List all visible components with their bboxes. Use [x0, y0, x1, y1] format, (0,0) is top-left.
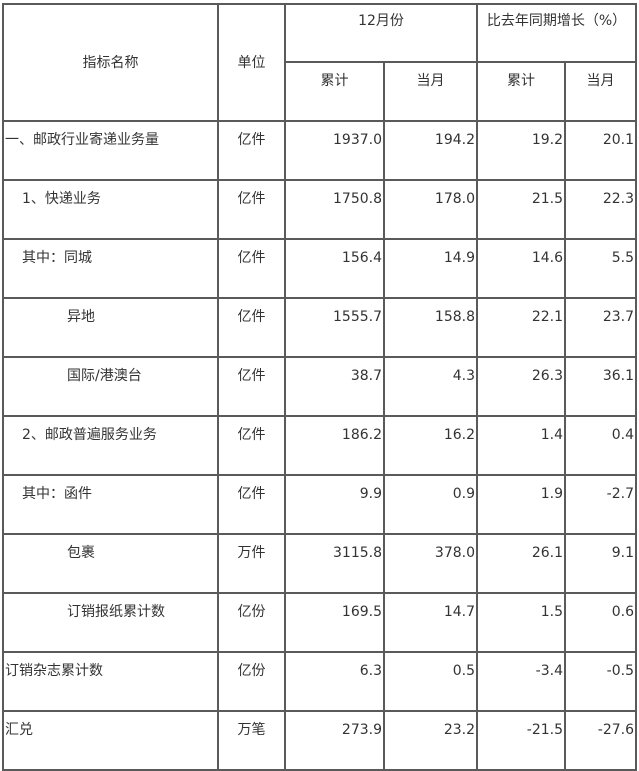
cumulative-cell: 273.9: [284, 710, 385, 771]
cumulative-cell: 169.5: [284, 592, 385, 653]
cumulative-cell: 38.7: [284, 356, 385, 417]
header-growth-current-month: 当月: [564, 61, 637, 122]
growth-current-month-cell: 0.4: [564, 415, 637, 476]
growth-cumulative-cell: -21.5: [476, 710, 566, 771]
cumulative-cell: 3115.8: [284, 533, 385, 594]
unit-cell: 亿件: [217, 356, 286, 417]
indicator-name-cell: 2、邮政普遍服务业务: [2, 415, 219, 476]
cumulative-cell: 1750.8: [284, 179, 385, 240]
header-current-month: 当月: [383, 61, 478, 122]
table-row: 汇兑 万笔 273.9 23.2 -21.5 -27.6: [2, 710, 637, 771]
cumulative-cell: 1937.0: [284, 120, 385, 181]
unit-cell: 万笔: [217, 710, 286, 771]
table-row: 订销报纸累计数 亿份 169.5 14.7 1.5 0.6: [2, 592, 637, 653]
table-row: 一、邮政行业寄递业务量 亿件 1937.0 194.2 19.2 20.1: [2, 120, 637, 181]
current-month-cell: 14.7: [383, 592, 478, 653]
indicator-name-cell: 汇兑: [2, 710, 219, 771]
current-month-cell: 378.0: [383, 533, 478, 594]
growth-cumulative-cell: 22.1: [476, 297, 566, 358]
cumulative-cell: 156.4: [284, 238, 385, 299]
postal-statistics-table: 指标名称 单位 12月份 比去年同期增长（%） 累计 当月 累计 当月 一、邮政…: [2, 3, 637, 771]
cumulative-cell: 6.3: [284, 651, 385, 712]
growth-current-month-cell: 5.5: [564, 238, 637, 299]
unit-cell: 亿件: [217, 120, 286, 181]
unit-cell: 亿件: [217, 297, 286, 358]
growth-cumulative-cell: 26.3: [476, 356, 566, 417]
indicator-name-cell: 其中：函件: [2, 474, 219, 535]
indicator-name-cell: 国际/港澳台: [2, 356, 219, 417]
unit-cell: 亿件: [217, 238, 286, 299]
table-row: 订销杂志累计数 亿份 6.3 0.5 -3.4 -0.5: [2, 651, 637, 712]
growth-current-month-cell: 9.1: [564, 533, 637, 594]
indicator-name-cell: 订销报纸累计数: [2, 592, 219, 653]
unit-cell: 万件: [217, 533, 286, 594]
table-row: 包裹 万件 3115.8 378.0 26.1 9.1: [2, 533, 637, 594]
growth-cumulative-cell: 26.1: [476, 533, 566, 594]
table-row: 2、邮政普遍服务业务 亿件 186.2 16.2 1.4 0.4: [2, 415, 637, 476]
unit-cell: 亿份: [217, 651, 286, 712]
current-month-cell: 23.2: [383, 710, 478, 771]
growth-current-month-cell: -0.5: [564, 651, 637, 712]
table-row: 国际/港澳台 亿件 38.7 4.3 26.3 36.1: [2, 356, 637, 417]
indicator-name-cell: 1、快递业务: [2, 179, 219, 240]
growth-current-month-cell: 36.1: [564, 356, 637, 417]
cumulative-cell: 186.2: [284, 415, 385, 476]
unit-cell: 亿件: [217, 415, 286, 476]
header-indicator-name: 指标名称: [2, 3, 219, 122]
indicator-name-cell: 其中：同城: [2, 238, 219, 299]
indicator-name-cell: 订销杂志累计数: [2, 651, 219, 712]
growth-current-month-cell: 20.1: [564, 120, 637, 181]
current-month-cell: 158.8: [383, 297, 478, 358]
table-row: 1、快递业务 亿件 1750.8 178.0 21.5 22.3: [2, 179, 637, 240]
table-row: 其中：函件 亿件 9.9 0.9 1.9 -2.7: [2, 474, 637, 535]
growth-cumulative-cell: 1.5: [476, 592, 566, 653]
header-unit: 单位: [217, 3, 286, 122]
current-month-cell: 0.9: [383, 474, 478, 535]
table-body: 一、邮政行业寄递业务量 亿件 1937.0 194.2 19.2 20.1 1、快递业务 亿件…: [2, 120, 637, 771]
unit-cell: 亿份: [217, 592, 286, 653]
cumulative-cell: 1555.7: [284, 297, 385, 358]
growth-cumulative-cell: 1.4: [476, 415, 566, 476]
growth-cumulative-cell: 19.2: [476, 120, 566, 181]
growth-current-month-cell: 22.3: [564, 179, 637, 240]
indicator-name-cell: 一、邮政行业寄递业务量: [2, 120, 219, 181]
current-month-cell: 194.2: [383, 120, 478, 181]
growth-cumulative-cell: -3.4: [476, 651, 566, 712]
header-december: 12月份: [284, 3, 478, 63]
indicator-name-cell: 异地: [2, 297, 219, 358]
current-month-cell: 0.5: [383, 651, 478, 712]
unit-cell: 亿件: [217, 474, 286, 535]
current-month-cell: 4.3: [383, 356, 478, 417]
indicator-name-cell: 包裹: [2, 533, 219, 594]
header-growth-cumulative: 累计: [476, 61, 566, 122]
current-month-cell: 14.9: [383, 238, 478, 299]
growth-current-month-cell: 23.7: [564, 297, 637, 358]
cumulative-cell: 9.9: [284, 474, 385, 535]
growth-current-month-cell: -2.7: [564, 474, 637, 535]
table-row: 异地 亿件 1555.7 158.8 22.1 23.7: [2, 297, 637, 358]
growth-cumulative-cell: 21.5: [476, 179, 566, 240]
header-yoy-growth: 比去年同期增长（%）: [476, 3, 637, 63]
current-month-cell: 16.2: [383, 415, 478, 476]
table-row: 其中：同城 亿件 156.4 14.9 14.6 5.5: [2, 238, 637, 299]
unit-cell: 亿件: [217, 179, 286, 240]
current-month-cell: 178.0: [383, 179, 478, 240]
growth-current-month-cell: 0.6: [564, 592, 637, 653]
growth-cumulative-cell: 14.6: [476, 238, 566, 299]
header-cumulative: 累计: [284, 61, 385, 122]
growth-cumulative-cell: 1.9: [476, 474, 566, 535]
growth-current-month-cell: -27.6: [564, 710, 637, 771]
